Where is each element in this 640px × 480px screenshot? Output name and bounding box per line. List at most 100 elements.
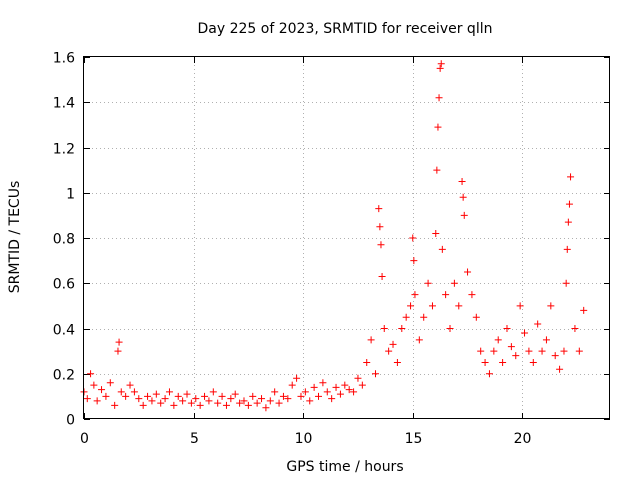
data-point bbox=[262, 404, 270, 412]
data-point bbox=[485, 370, 493, 378]
data-point bbox=[288, 381, 296, 389]
data-point bbox=[117, 388, 125, 396]
data-point bbox=[102, 392, 110, 400]
data-point bbox=[106, 379, 114, 387]
data-point bbox=[490, 347, 498, 355]
data-point bbox=[377, 241, 385, 249]
data-point bbox=[564, 218, 572, 226]
data-point bbox=[521, 329, 529, 337]
data-point bbox=[437, 60, 445, 68]
data-point bbox=[240, 397, 248, 405]
data-point bbox=[214, 399, 222, 407]
data-point bbox=[547, 302, 555, 310]
data-point bbox=[556, 365, 564, 373]
data-point bbox=[170, 401, 178, 409]
data-point bbox=[433, 166, 441, 174]
data-point bbox=[538, 347, 546, 355]
data-point bbox=[398, 325, 406, 332]
data-point bbox=[450, 279, 458, 287]
data-point bbox=[266, 397, 274, 405]
data-point bbox=[301, 388, 309, 396]
data-point bbox=[310, 383, 318, 391]
data-point bbox=[328, 395, 336, 403]
data-point bbox=[571, 325, 579, 332]
data-point bbox=[90, 381, 98, 389]
data-point bbox=[464, 268, 472, 276]
data-point bbox=[499, 358, 507, 366]
data-point bbox=[201, 392, 209, 400]
data-point bbox=[275, 399, 283, 407]
data-point bbox=[249, 392, 257, 400]
data-point bbox=[529, 358, 537, 366]
data-point bbox=[534, 320, 542, 328]
axis-ticks: 0 0.2 0.4 0.6 0.8 1 1.2 1.4 1.6 0 5 10 15 20 bbox=[53, 51, 610, 447]
x-tick-label: 0 bbox=[80, 431, 89, 447]
data-point bbox=[319, 379, 327, 387]
data-point bbox=[341, 381, 349, 389]
data-point bbox=[205, 397, 213, 405]
x-axis-label: GPS time / hours bbox=[286, 459, 403, 475]
data-point bbox=[157, 399, 165, 407]
data-point bbox=[114, 347, 122, 355]
data-point bbox=[560, 347, 568, 355]
data-point bbox=[350, 388, 358, 396]
data-point bbox=[174, 392, 182, 400]
data-point bbox=[411, 291, 419, 299]
data-point bbox=[436, 64, 444, 72]
data-point bbox=[455, 302, 463, 310]
plot-frame bbox=[83, 56, 610, 419]
data-point bbox=[420, 313, 428, 321]
data-point bbox=[409, 234, 417, 242]
data-point bbox=[375, 205, 383, 213]
data-point bbox=[367, 336, 375, 344]
data-point bbox=[111, 401, 119, 409]
data-point bbox=[231, 390, 239, 398]
data-point bbox=[98, 386, 106, 394]
data-point bbox=[563, 245, 571, 253]
data-point bbox=[332, 383, 340, 391]
data-point bbox=[358, 381, 366, 389]
x-tick-label: 20 bbox=[514, 431, 532, 447]
data-point bbox=[297, 392, 305, 400]
data-point bbox=[363, 358, 371, 366]
data-point bbox=[525, 347, 533, 355]
data-point bbox=[512, 352, 520, 360]
data-point bbox=[306, 397, 314, 405]
data-point bbox=[93, 397, 101, 405]
data-point bbox=[402, 313, 410, 321]
data-point bbox=[152, 390, 160, 398]
data-point bbox=[446, 325, 454, 332]
data-point bbox=[179, 397, 187, 405]
y-tick-label: 1.4 bbox=[53, 96, 75, 112]
x-tick-label: 15 bbox=[405, 431, 423, 447]
data-point bbox=[83, 395, 91, 403]
data-point bbox=[126, 381, 134, 389]
data-point bbox=[494, 336, 502, 344]
data-point bbox=[516, 302, 524, 310]
data-point bbox=[393, 358, 401, 366]
data-point bbox=[380, 325, 388, 332]
y-tick-label: 0.8 bbox=[53, 232, 75, 248]
data-point bbox=[477, 347, 485, 355]
y-axis-label: SRMTID / TECUs bbox=[7, 181, 23, 294]
data-point bbox=[183, 390, 191, 398]
data-point bbox=[135, 395, 143, 403]
data-point bbox=[227, 395, 235, 403]
data-point bbox=[279, 392, 287, 400]
data-point bbox=[323, 388, 331, 396]
y-tick-label: 0.6 bbox=[53, 277, 75, 293]
data-point bbox=[144, 392, 152, 400]
data-point bbox=[376, 223, 384, 231]
data-point bbox=[460, 211, 468, 219]
data-point bbox=[192, 395, 200, 403]
y-tick-label: 1.2 bbox=[53, 142, 75, 158]
y-tick-label: 1 bbox=[66, 187, 75, 203]
data-point bbox=[415, 336, 423, 344]
data-point bbox=[161, 395, 169, 403]
data-point bbox=[236, 399, 244, 407]
data-point bbox=[165, 388, 173, 396]
data-point bbox=[385, 347, 393, 355]
data-point bbox=[458, 177, 466, 185]
data-point bbox=[481, 358, 489, 366]
